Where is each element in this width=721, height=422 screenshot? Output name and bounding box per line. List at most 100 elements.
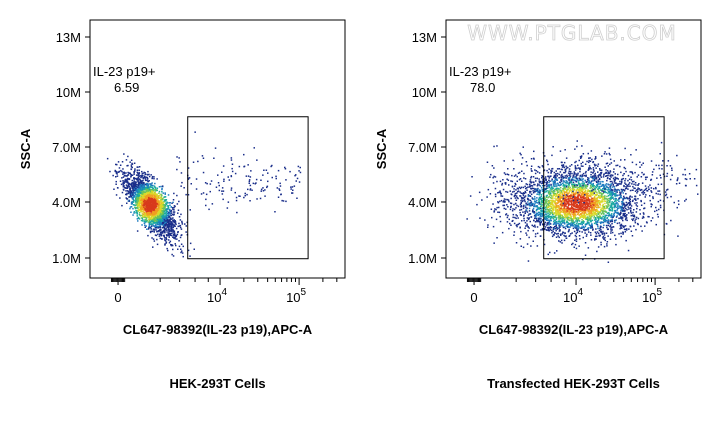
event-dot bbox=[574, 165, 577, 167]
event-dot bbox=[619, 206, 621, 209]
event-dot bbox=[155, 219, 158, 221]
event-dot bbox=[134, 207, 137, 209]
event-dot bbox=[548, 221, 551, 223]
event-dot bbox=[119, 197, 121, 199]
event-dot bbox=[574, 196, 577, 198]
event-dot bbox=[170, 244, 173, 247]
event-dot bbox=[540, 209, 542, 211]
event-dot bbox=[630, 209, 632, 212]
event-dot bbox=[591, 184, 594, 186]
event-dot bbox=[562, 226, 565, 229]
event-dot bbox=[546, 215, 549, 218]
event-dot bbox=[129, 172, 131, 175]
event-dot bbox=[171, 229, 173, 231]
event-dot bbox=[136, 178, 138, 181]
event-dot bbox=[154, 234, 157, 236]
event-dot bbox=[187, 194, 190, 196]
event-dot bbox=[611, 201, 613, 203]
event-dot bbox=[541, 188, 543, 191]
event-dot bbox=[628, 228, 630, 230]
event-dot bbox=[547, 253, 549, 256]
event-dot bbox=[621, 180, 623, 183]
event-dot bbox=[617, 188, 619, 191]
event-dot bbox=[168, 212, 170, 214]
event-dot bbox=[589, 176, 592, 178]
event-dot bbox=[604, 172, 607, 174]
event-dot bbox=[591, 207, 593, 209]
event-dot bbox=[554, 227, 557, 230]
event-dot bbox=[139, 214, 141, 217]
event-dot bbox=[239, 195, 241, 197]
event-dot bbox=[610, 209, 612, 212]
event-dot bbox=[515, 199, 518, 201]
event-dot bbox=[572, 218, 574, 220]
event-dot bbox=[547, 200, 550, 202]
event-dot bbox=[602, 235, 605, 238]
event-dot bbox=[618, 233, 620, 235]
event-dot bbox=[568, 228, 570, 231]
event-dot bbox=[142, 177, 144, 179]
event-dot bbox=[587, 179, 590, 182]
event-dot bbox=[155, 206, 157, 209]
event-dot bbox=[576, 179, 579, 181]
event-dot bbox=[594, 209, 596, 211]
event-dot bbox=[570, 204, 572, 206]
event-dot bbox=[580, 209, 583, 211]
event-dot bbox=[152, 199, 154, 201]
event-dot bbox=[540, 201, 543, 203]
event-dot bbox=[558, 217, 561, 219]
event-dot bbox=[115, 163, 117, 166]
event-dot bbox=[147, 194, 149, 196]
event-dot bbox=[578, 179, 580, 181]
event-dot bbox=[572, 215, 575, 217]
event-dot bbox=[140, 219, 143, 222]
event-dot bbox=[546, 224, 548, 226]
event-dot bbox=[160, 202, 162, 204]
event-dot bbox=[532, 209, 534, 211]
event-dot bbox=[147, 185, 150, 187]
event-dot bbox=[550, 206, 553, 208]
event-dot bbox=[580, 222, 582, 225]
event-dot bbox=[593, 193, 595, 195]
event-dot bbox=[534, 217, 536, 219]
event-dot bbox=[173, 213, 175, 215]
event-dot bbox=[129, 192, 131, 194]
event-dot bbox=[564, 175, 567, 177]
event-dot bbox=[159, 229, 161, 232]
event-dot bbox=[551, 212, 553, 214]
event-dot bbox=[138, 186, 140, 188]
event-dot bbox=[544, 177, 546, 180]
event-dot bbox=[573, 230, 576, 233]
event-dot bbox=[637, 217, 640, 220]
event-dot bbox=[139, 198, 141, 200]
event-dot bbox=[560, 234, 562, 236]
event-dot bbox=[558, 188, 560, 191]
event-dot bbox=[538, 178, 540, 180]
event-dot bbox=[128, 172, 131, 174]
event-dot bbox=[157, 209, 160, 212]
event-dot bbox=[562, 188, 564, 190]
event-dot bbox=[552, 216, 554, 218]
event-dot bbox=[589, 206, 591, 208]
event-dot bbox=[162, 219, 165, 222]
event-dot bbox=[549, 175, 551, 178]
gate-percent: 6.59 bbox=[114, 80, 139, 95]
event-dot bbox=[558, 194, 561, 196]
event-dot bbox=[503, 200, 505, 202]
event-dot bbox=[126, 177, 129, 180]
event-dot bbox=[550, 202, 552, 204]
event-dot bbox=[557, 183, 559, 185]
event-dot bbox=[559, 214, 561, 217]
event-dot bbox=[150, 216, 152, 219]
event-dot bbox=[152, 187, 154, 190]
event-dot bbox=[143, 190, 145, 192]
event-dot bbox=[586, 185, 589, 187]
event-dot bbox=[575, 191, 577, 193]
event-dot bbox=[171, 234, 173, 237]
event-dot bbox=[141, 176, 143, 178]
event-dot bbox=[138, 193, 140, 195]
event-dot bbox=[172, 226, 175, 229]
event-dot bbox=[587, 203, 589, 206]
event-dot bbox=[538, 184, 540, 186]
event-dot bbox=[125, 178, 127, 181]
